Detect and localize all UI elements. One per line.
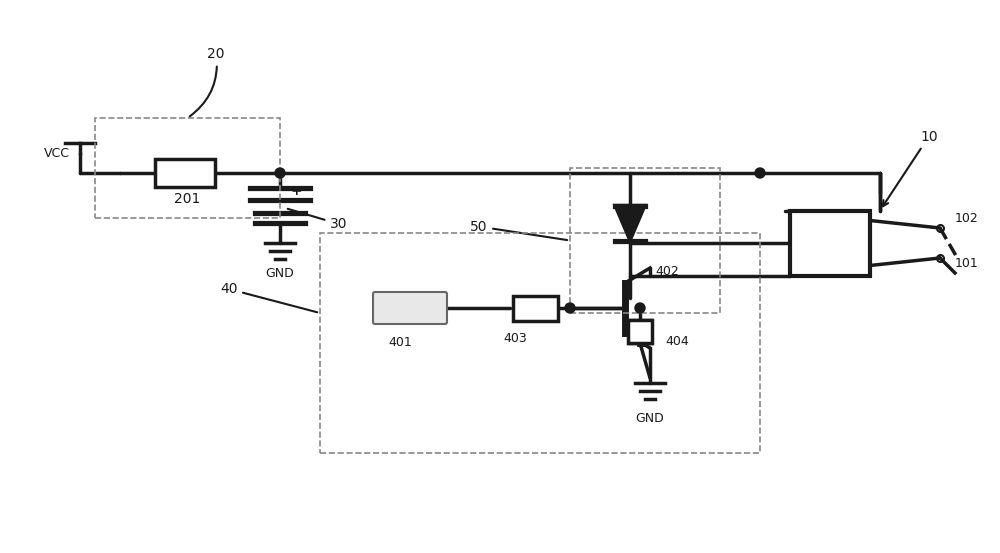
Bar	[570, 168, 720, 313]
Text: 102: 102	[955, 211, 979, 225]
Bar	[628, 320, 652, 343]
Circle shape	[275, 168, 285, 178]
Circle shape	[565, 303, 575, 313]
Bar	[320, 233, 760, 453]
Text: GND: GND	[636, 411, 664, 425]
Text: 404: 404	[665, 335, 689, 348]
Circle shape	[635, 303, 645, 313]
FancyBboxPatch shape	[373, 292, 447, 324]
Bar	[512, 295, 558, 321]
Text: 101: 101	[955, 257, 979, 269]
Text: 401: 401	[388, 336, 412, 349]
Text: 30: 30	[288, 209, 348, 231]
Text: 201: 201	[174, 192, 201, 206]
Text: 20: 20	[190, 47, 225, 116]
Bar	[155, 159, 215, 187]
Bar	[629, 320, 651, 343]
Text: +: +	[290, 184, 302, 198]
Text: 403: 403	[503, 331, 527, 345]
Text: 402: 402	[655, 265, 679, 278]
Text: GND: GND	[266, 267, 294, 279]
Polygon shape	[615, 206, 645, 241]
Bar	[790, 211, 870, 275]
Text: VCC: VCC	[44, 147, 70, 159]
Text: 10: 10	[883, 129, 938, 206]
Text: CON: CON	[396, 301, 424, 315]
Circle shape	[755, 168, 765, 178]
Text: 50: 50	[470, 220, 567, 240]
Bar	[95, 118, 280, 218]
Text: 40: 40	[220, 282, 317, 312]
